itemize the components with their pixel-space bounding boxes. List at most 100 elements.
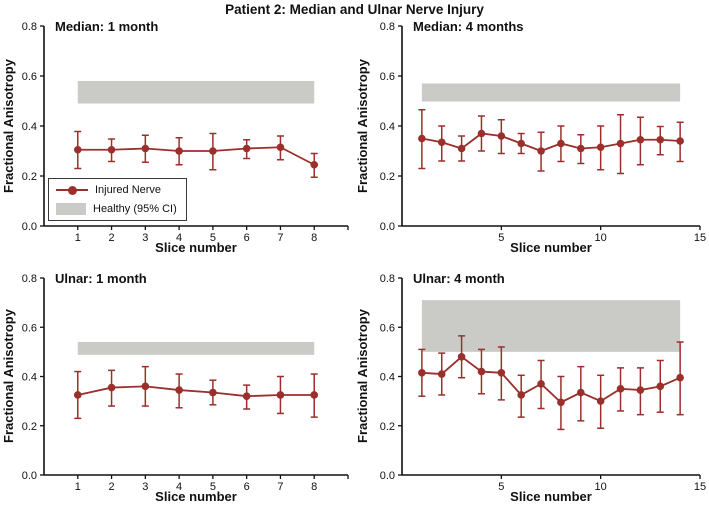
healthy-band — [77, 81, 315, 104]
y-tick-label: 0.2 — [380, 421, 395, 433]
legend-healthy-swatch — [56, 203, 86, 215]
x-axis-label: Slice number — [155, 489, 237, 504]
data-point — [636, 135, 645, 144]
data-point — [418, 134, 426, 143]
injured-nerve-line — [421, 355, 681, 404]
plot-marks: 0.0 0.2 0.4 0.6 0.8 1 2 3 4 5 6 7 8 — [22, 273, 349, 493]
x-tick-label: 2 — [108, 481, 114, 493]
y-tick-label: 0.2 — [22, 421, 37, 433]
data-point — [616, 385, 625, 393]
data-point — [537, 380, 545, 388]
healthy-band — [421, 300, 681, 352]
data-point — [577, 388, 585, 397]
data-point — [73, 391, 82, 399]
x-tick-label: 1 — [75, 481, 81, 493]
legend-injured-dot — [68, 185, 77, 195]
x-tick-label: 10 — [595, 481, 607, 493]
data-point — [676, 137, 684, 145]
panel-median-1-month: 0.00.20.40.60.81 2 3 4 5 6 7 8 Median: 1 month … — [1, 19, 349, 255]
data-point — [596, 397, 605, 405]
y-tick-label: 0.0 — [380, 470, 395, 482]
panel-title: Median: 1 month — [55, 19, 158, 34]
y-tick-label: 0.2 — [22, 171, 37, 183]
y-tick-label: 0.4 — [380, 372, 395, 384]
y-tick-label: 0.8 — [22, 273, 37, 285]
data-point — [676, 373, 684, 382]
injured-nerve-line — [77, 385, 315, 398]
data-point — [656, 382, 665, 391]
panel-median-4-months: 0.0 0.2 0.4 0.6 0.8 5 10 15 Median: 4 months Sl… — [355, 19, 706, 255]
y-tick-label: 0.4 — [22, 121, 37, 133]
data-point — [175, 386, 183, 394]
data-point — [477, 129, 486, 138]
y-axis-label: Fractional Anisotropy — [1, 58, 16, 193]
healthy-band — [421, 83, 681, 102]
x-tick-label: 10 — [595, 232, 607, 244]
x-tick-label: 5 — [210, 232, 216, 244]
data-point — [242, 392, 251, 400]
x-tick-label: 3 — [142, 481, 148, 493]
legend-item-healthy: Healthy (95% CI) — [56, 203, 177, 215]
y-tick-label: 0.0 — [380, 221, 395, 233]
data-point — [497, 132, 506, 140]
panel-title: Ulnar: 1 month — [55, 271, 147, 286]
y-tick-label: 0.8 — [380, 273, 395, 285]
y-tick-label: 0.4 — [22, 372, 37, 384]
data-point — [141, 144, 150, 153]
y-axis-label: Fractional Anisotropy — [355, 58, 370, 193]
x-tick-label: 7 — [277, 481, 283, 493]
x-tick-label: 5 — [210, 481, 216, 493]
x-tick-label: 6 — [244, 481, 250, 493]
data-point — [310, 391, 319, 399]
y-tick-label: 0.8 — [380, 21, 395, 33]
x-axis-label: Slice number — [510, 240, 592, 255]
data-point — [418, 369, 426, 377]
legend-item-injured: Injured Nerve — [56, 184, 177, 196]
data-point — [437, 370, 446, 378]
data-point — [517, 139, 525, 148]
data-point — [517, 391, 525, 399]
y-tick-label: 0.6 — [22, 322, 37, 334]
plot-marks: 0.0 0.2 0.4 0.6 0.8 5 10 15 — [380, 21, 706, 244]
y-tick-label: 0.2 — [380, 171, 395, 183]
data-point — [276, 143, 285, 152]
data-point — [616, 139, 625, 148]
legend-healthy-label: Healthy (95% CI) — [93, 203, 177, 215]
data-point — [537, 147, 545, 155]
x-tick-label: 15 — [694, 232, 706, 244]
x-tick-label: 5 — [498, 481, 504, 493]
x-tick-label: 4 — [176, 481, 182, 493]
panel-ulnar-4-month: 0.0 0.2 0.4 0.6 0.8 5 10 15 Ulnar: 4 month Slic… — [355, 271, 706, 504]
data-point — [209, 388, 217, 397]
data-point — [497, 369, 506, 377]
y-tick-label: 0.6 — [380, 71, 395, 83]
y-tick-label: 0.4 — [380, 121, 395, 133]
data-point — [577, 144, 585, 153]
x-tick-label: 8 — [311, 481, 317, 493]
data-point — [73, 145, 82, 154]
y-tick-label: 0.0 — [22, 221, 37, 233]
y-tick-label: 0.6 — [22, 71, 37, 83]
x-tick-label: 1 — [75, 232, 81, 244]
data-point — [636, 386, 645, 394]
data-point — [437, 138, 446, 147]
data-point — [107, 383, 116, 392]
plot-marks: 0.0 0.2 0.4 0.6 0.8 1 2 3 4 5 6 7 8 — [22, 21, 349, 244]
figure-title: Patient 2: Median and Ulnar Nerve Injury — [225, 2, 484, 17]
data-point — [457, 353, 466, 361]
data-point — [175, 147, 183, 155]
panel-ulnar-1-month: 0.0 0.2 0.4 0.6 0.8 1 2 3 4 5 6 7 8 Ulnar: 1 month S… — [1, 271, 349, 504]
x-tick-label: 4 — [176, 232, 182, 244]
data-point — [557, 139, 565, 148]
data-point — [310, 160, 319, 169]
x-tick-label: 3 — [142, 232, 148, 244]
plot-marks: 0.0 0.2 0.4 0.6 0.8 5 10 15 — [380, 273, 706, 493]
x-tick-label: 7 — [277, 232, 283, 244]
data-point — [209, 147, 217, 155]
legend-injured-label: Injured Nerve — [95, 184, 162, 196]
data-point — [242, 144, 251, 153]
y-tick-label: 0.8 — [22, 21, 37, 33]
legend: Injured Nerve Healthy (95% CI) — [48, 178, 187, 221]
y-tick-label: 0.0 — [22, 470, 37, 482]
